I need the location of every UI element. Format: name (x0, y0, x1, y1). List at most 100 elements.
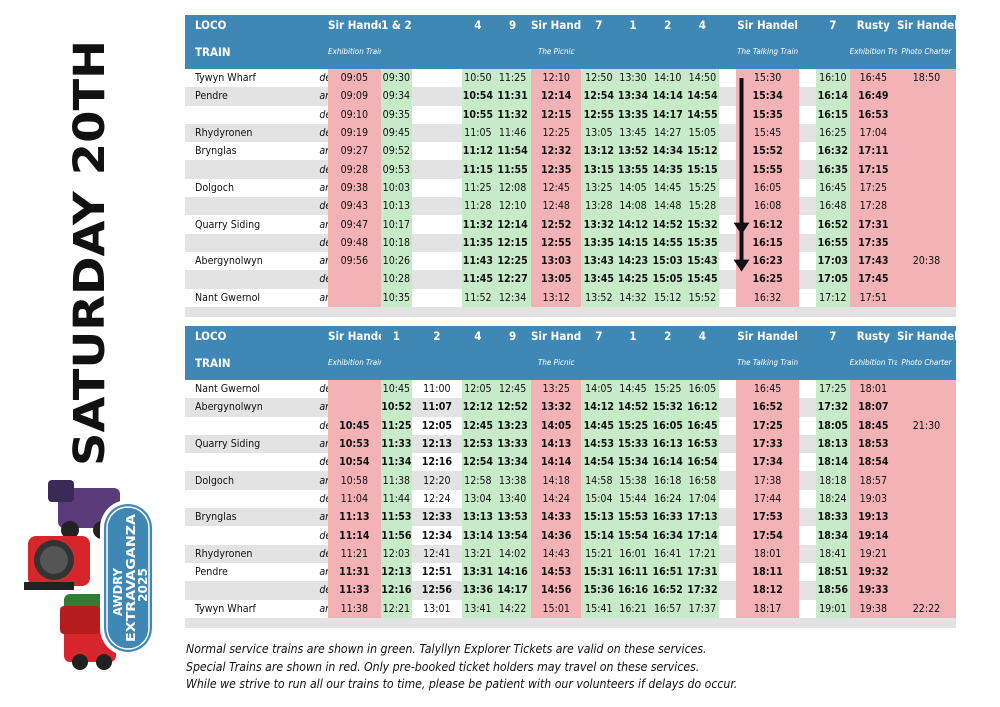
timetable-row: dep 10:28 11:4512:2713:0513:4514:2515:0515… (185, 270, 956, 289)
departure-time: 16:35 (816, 160, 850, 179)
departure-time: 17:03 (816, 251, 850, 271)
departure-time: 14:52 (649, 215, 686, 234)
station-name: Brynglas (185, 508, 314, 527)
departure-time (719, 106, 736, 124)
departure-time: 12:34 (421, 529, 453, 542)
departure-time: 15:33 (616, 434, 650, 454)
departure-time: 18:13 (816, 434, 850, 454)
train-name-empty (380, 346, 413, 380)
departure-time: 17:34 (736, 453, 800, 472)
departure-time: 15:45 (736, 123, 800, 143)
departure-time: 14:53 (530, 562, 582, 582)
departure-time: 13:35 (581, 233, 617, 252)
loco-name: 1 (616, 326, 650, 346)
departure-time: 14:27 (649, 123, 686, 143)
departure-time: 13:28 (581, 197, 617, 216)
train-name: The Talking Train (736, 35, 800, 69)
departure-time: 15:05 (685, 123, 720, 143)
departure-time: 16:10 (816, 69, 850, 88)
departure-time: 19:13 (849, 508, 897, 527)
departure-time: 17:51 (849, 288, 897, 307)
train-name-empty (649, 35, 686, 69)
departure-time: 14:45 (616, 380, 650, 399)
departure-time: 13:15 (581, 160, 617, 179)
arr-dep-marker: arr (319, 218, 328, 231)
departure-time: 12:45 (530, 178, 582, 198)
departure-time: 12:48 (530, 197, 582, 216)
departure-time: 13:12 (581, 142, 617, 161)
departure-time (896, 87, 956, 106)
loco-name: 7 (816, 326, 850, 346)
departure-time: 14:50 (685, 69, 720, 88)
arr-dep-marker: arr (319, 255, 328, 268)
departure-time (412, 270, 462, 289)
departure-time: 16:15 (816, 105, 850, 124)
departure-time (719, 471, 737, 490)
departure-time: 09:47 (328, 215, 381, 234)
train-name: Exhibition Train (849, 346, 897, 380)
loco-name: Sir Handel (328, 326, 381, 346)
departure-time (799, 123, 816, 143)
departure-time (896, 508, 956, 527)
departure-time: 14:45 (649, 178, 686, 198)
departure-time (412, 289, 461, 307)
event-logo: AWDRY EXTRAVAGANZA 2025 (18, 476, 158, 672)
departure-time: 16:57 (649, 599, 686, 618)
station-name: Quarry Siding (195, 218, 261, 231)
arr-dep-marker: arr (313, 398, 329, 417)
departure-time: 15:36 (581, 581, 617, 600)
departure-time: 15:25 (616, 416, 650, 435)
departure-time (896, 489, 956, 509)
departure-time: 14:13 (530, 434, 582, 454)
departure-time: 15:32 (685, 215, 720, 234)
departure-time: 15:34 (736, 87, 800, 106)
station-name (185, 581, 314, 600)
departure-time: 14:45 (581, 416, 617, 435)
footnotes: Normal service trains are shown in green… (186, 641, 966, 694)
departure-time: 16:25 (816, 123, 850, 143)
departure-time: 14:58 (581, 471, 617, 490)
page-title-text: SATURDAY 20TH (68, 40, 112, 466)
departure-time: 11:05 (461, 123, 495, 143)
station-name (185, 160, 314, 179)
departure-time: 09:43 (328, 197, 381, 216)
departure-time (719, 417, 736, 435)
departure-time: 11:56 (380, 526, 413, 545)
departure-time: 14:12 (616, 215, 650, 234)
loco-name (719, 15, 737, 35)
departure-time: 14:08 (616, 197, 650, 216)
station-name: Rhydyronen (185, 544, 314, 563)
station-name (185, 526, 313, 544)
loco-name: Rusty (849, 15, 897, 35)
departure-time: 10:35 (380, 288, 413, 307)
station-name: Rhydyronen (185, 123, 314, 143)
departure-time (412, 142, 461, 160)
departure-time: 12:45 (461, 416, 495, 435)
departure-time (799, 233, 816, 252)
loco-name (799, 15, 816, 35)
departure-time: 14:02 (494, 544, 531, 563)
departure-time: 14:35 (649, 160, 686, 179)
departure-time (799, 581, 816, 600)
timetable-row: Nant Gwernol arr 10:35 11:5212:3413:1213:52… (185, 288, 956, 307)
departure-time: 14:23 (616, 251, 650, 271)
departure-time: 09:45 (380, 123, 413, 143)
departure-time (719, 526, 736, 544)
departure-time: 14:15 (616, 233, 650, 252)
departure-time: 11:14 (328, 526, 381, 545)
arr-dep-marker: dep (319, 492, 328, 505)
departure-time: 13:31 (461, 562, 495, 582)
departure-time: 16:58 (685, 471, 720, 490)
timetable-row: Rhydyronendep09:1909:4511:0511:4612:2513… (185, 123, 956, 143)
departure-time: 16:08 (736, 197, 800, 216)
departure-time: 09:52 (380, 142, 413, 161)
departure-time (719, 233, 737, 252)
arr-dep-marker: dep (313, 544, 329, 563)
loco-name: Rusty (849, 326, 897, 346)
departure-time: 12:52 (530, 215, 582, 234)
departure-time: 16:16 (616, 581, 650, 600)
